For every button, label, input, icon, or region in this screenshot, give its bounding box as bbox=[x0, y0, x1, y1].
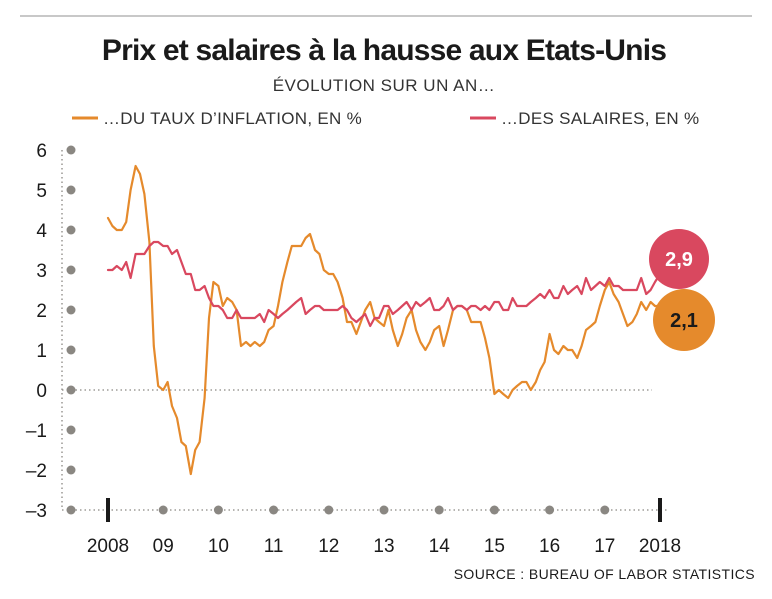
y-tick-label: –1 bbox=[26, 421, 47, 442]
legend: …DU TAUX D’INFLATION, EN % …DES SALAIRES… bbox=[72, 109, 699, 128]
end-label-salaires: 2,9 bbox=[649, 229, 709, 289]
chart-subtitle: ÉVOLUTION SUR UN AN… bbox=[273, 76, 496, 95]
y-tick-dot bbox=[66, 345, 76, 355]
legend-label-salaires: …DES SALAIRES, EN % bbox=[501, 109, 699, 128]
x-tick-label: 11 bbox=[264, 536, 284, 557]
x-tick-dot bbox=[600, 505, 610, 515]
y-tick-label: 0 bbox=[36, 381, 47, 402]
y-tick-label: 5 bbox=[36, 181, 47, 202]
x-tick-dot bbox=[158, 505, 168, 515]
x-tick-bar bbox=[658, 498, 662, 522]
y-tick-dot bbox=[66, 465, 76, 475]
chart-source: SOURCE : BUREAU OF LABOR STATISTICS bbox=[454, 566, 755, 582]
end-label-salaires-text: 2,9 bbox=[665, 249, 693, 271]
x-tick-label: 14 bbox=[429, 536, 451, 557]
x-tick-label: 10 bbox=[208, 536, 229, 557]
y-tick-label: 2 bbox=[36, 301, 47, 322]
end-label-inflation-circle bbox=[653, 289, 715, 351]
x-tick-label: 17 bbox=[594, 536, 615, 557]
y-tick-label: –2 bbox=[26, 461, 47, 482]
legend-label-inflation: …DU TAUX D’INFLATION, EN % bbox=[103, 109, 362, 128]
end-label-salaires-circle bbox=[649, 229, 709, 289]
x-tick-dot bbox=[545, 505, 555, 515]
x-tick-bar bbox=[106, 498, 110, 522]
y-tick-label: 3 bbox=[36, 261, 47, 282]
end-label-inflation-text: 2,1 bbox=[670, 310, 698, 332]
x-tick-dot bbox=[324, 505, 334, 515]
y-tick-label: 1 bbox=[36, 341, 47, 362]
series-line-inflation bbox=[106, 164, 662, 476]
series-line-salaires bbox=[106, 240, 662, 328]
x-tick-dot bbox=[489, 505, 499, 515]
x-tick-dot bbox=[213, 505, 223, 515]
y-tick-label: –3 bbox=[26, 501, 47, 522]
x-tick-dot bbox=[269, 505, 279, 515]
x-tick-label: 12 bbox=[318, 536, 339, 557]
x-tick-label: 09 bbox=[153, 536, 174, 557]
y-tick-dot bbox=[66, 425, 76, 435]
chart-title: Prix et salaires à la hausse aux Etats-U… bbox=[102, 34, 666, 67]
y-tick-dot bbox=[66, 385, 76, 395]
x-tick-label: 2008 bbox=[87, 536, 129, 557]
y-tick-dot bbox=[66, 145, 76, 155]
series-layer bbox=[106, 164, 662, 476]
y-tick-dot bbox=[66, 305, 76, 315]
x-tick-label: 15 bbox=[484, 536, 505, 557]
end-labels: 2,9 2,1 bbox=[649, 229, 715, 351]
y-tick-dot bbox=[66, 265, 76, 275]
y-tick-dot bbox=[66, 225, 76, 235]
x-tick-label: 16 bbox=[539, 536, 560, 557]
end-label-inflation: 2,1 bbox=[653, 289, 715, 351]
x-tick-label: 13 bbox=[373, 536, 394, 557]
y-tick-label: 4 bbox=[36, 221, 47, 242]
x-tick-dot bbox=[379, 505, 389, 515]
y-tick-dot bbox=[66, 185, 76, 195]
x-tick-label: 2018 bbox=[639, 536, 681, 557]
x-tick-dot bbox=[434, 505, 444, 515]
y-tick-label: 6 bbox=[36, 141, 47, 162]
y-tick-dot bbox=[66, 505, 76, 515]
